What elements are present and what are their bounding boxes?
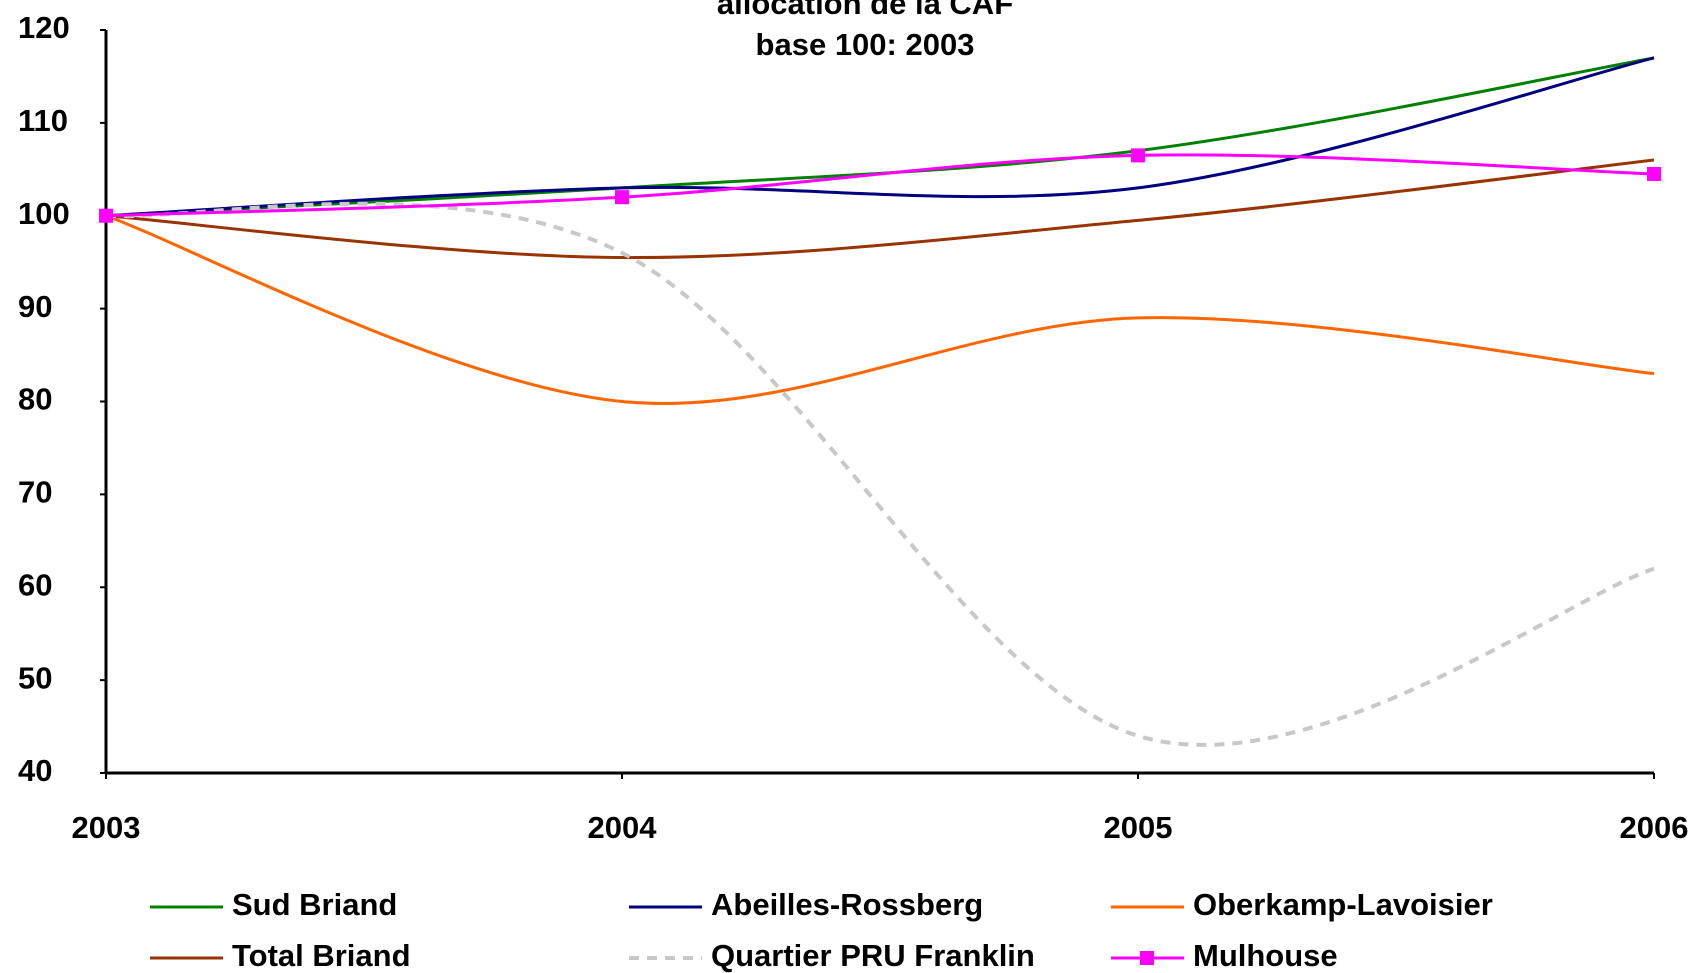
y-tick-label: 70: [18, 475, 52, 510]
point-marker: [99, 208, 113, 223]
legend-label: Mulhouse: [1193, 938, 1338, 973]
y-tick-label: 80: [18, 382, 52, 417]
y-tick-label: 40: [18, 753, 52, 788]
y-tick-label: 50: [18, 660, 52, 695]
series-line: [105, 56, 1655, 218]
chart-subtitle: base 100: 2003: [756, 27, 975, 62]
legend-label: Quartier PRU Franklin: [711, 938, 1035, 973]
legend-marker: [1140, 951, 1154, 965]
legend-label: Total Briand: [232, 938, 411, 973]
point-marker: [615, 190, 629, 205]
chart-title: allocation de la CAF: [717, 0, 1013, 21]
point-marker: [1131, 148, 1145, 163]
series-line: [105, 214, 1655, 406]
legend-label: Oberkamp-Lavoisier: [1193, 887, 1493, 922]
series-line: [105, 201, 1655, 747]
y-tick-label: 90: [18, 289, 52, 324]
x-tick-label: 2004: [588, 810, 658, 845]
y-tick-label: 60: [18, 567, 52, 602]
series-line: [105, 158, 1655, 260]
y-tick-label: 110: [18, 103, 68, 138]
legend-label: Abeilles-Rossberg: [711, 887, 983, 922]
x-tick-label: 2005: [1104, 810, 1173, 845]
y-tick-label: 100: [18, 196, 70, 231]
legend-label: Sud Briand: [232, 887, 397, 922]
x-tick-label: 2003: [72, 810, 141, 845]
point-marker: [1647, 166, 1661, 181]
x-tick-label: 2006: [1620, 810, 1689, 845]
y-tick-label: 120: [18, 10, 70, 45]
series-line: [105, 56, 1655, 218]
series-line: [105, 153, 1655, 218]
